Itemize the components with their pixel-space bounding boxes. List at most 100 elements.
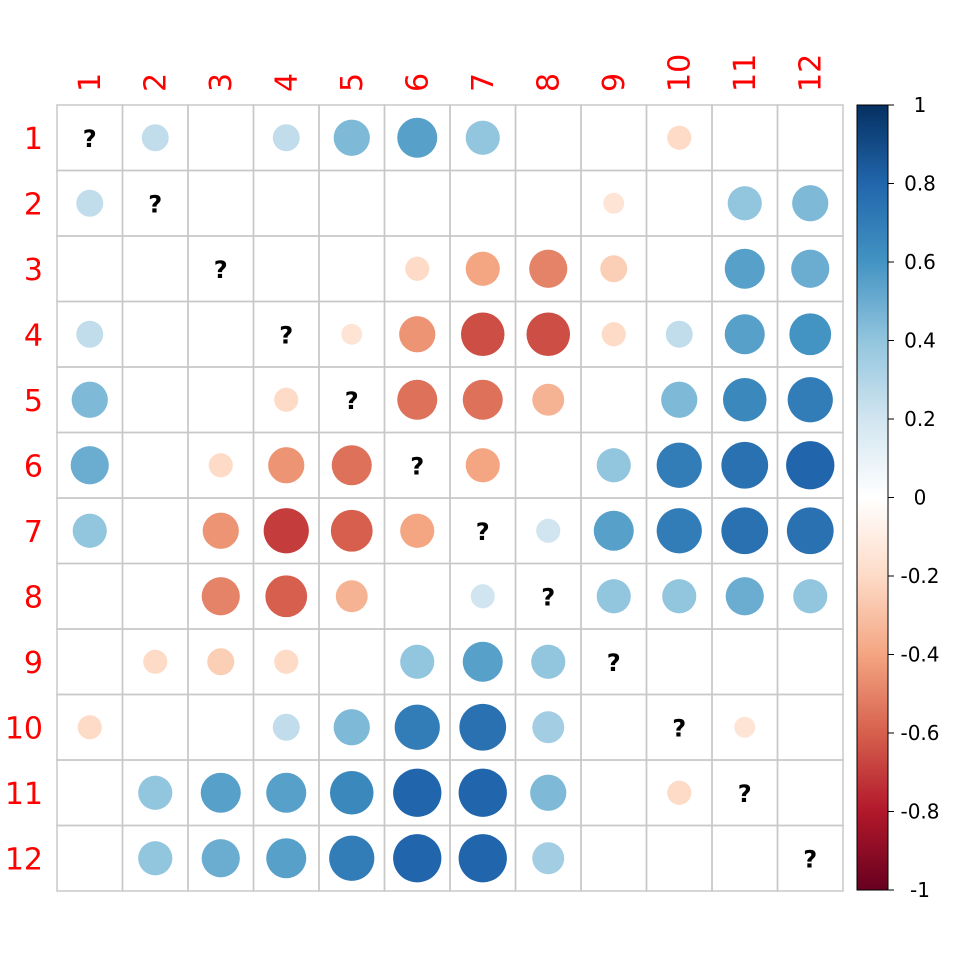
correlation-circle	[200, 772, 241, 813]
matrix-cell	[56, 759, 124, 827]
correlation-circle	[329, 770, 374, 815]
correlation-circle	[792, 185, 829, 222]
correlation-circles	[70, 117, 835, 883]
colorbar-tick-label: -0.8	[900, 800, 939, 824]
correlation-circle	[661, 381, 698, 418]
correlation-circle	[532, 383, 565, 416]
correlation-circle	[526, 312, 571, 357]
column-label: 9	[597, 73, 632, 92]
matrix-cell	[121, 235, 189, 303]
correlation-circle	[662, 579, 697, 614]
matrix-cell	[121, 300, 189, 368]
matrix-cell	[711, 824, 779, 892]
correlation-circle	[268, 447, 305, 484]
correlation-circle	[460, 312, 505, 357]
correlation-circle	[459, 703, 507, 751]
matrix-cell	[383, 562, 451, 630]
matrix-cell	[121, 431, 189, 499]
na-marker: ?	[279, 321, 293, 349]
correlation-circle	[393, 768, 442, 817]
column-label: 3	[204, 73, 239, 92]
correlation-circle	[530, 774, 567, 811]
correlation-circle	[667, 125, 692, 150]
correlation-circle	[201, 577, 240, 616]
matrix-cell	[514, 104, 582, 172]
matrix-cell	[776, 104, 844, 172]
correlation-circle	[393, 834, 442, 883]
matrix-cell	[318, 628, 386, 696]
matrix-cell	[776, 693, 844, 761]
correlation-circle	[458, 768, 507, 817]
correlation-circle	[465, 448, 500, 483]
correlation-circle	[470, 584, 495, 609]
correlation-circle	[600, 255, 628, 283]
column-label: 8	[531, 73, 566, 92]
correlation-circle	[202, 512, 239, 549]
correlation-circle	[793, 579, 828, 614]
correlation-circle	[397, 117, 438, 158]
matrix-cell	[187, 169, 255, 237]
matrix-cell	[318, 235, 386, 303]
matrix-cell	[252, 169, 320, 237]
correlation-circle	[263, 508, 309, 554]
matrix-cell	[580, 104, 648, 172]
correlation-circle	[665, 320, 693, 348]
correlation-circle	[727, 186, 762, 221]
colorbar-tick-label: 0.2	[904, 407, 936, 431]
colorbar-tick-label: 0.8	[904, 172, 936, 196]
correlation-circle	[789, 313, 832, 356]
column-label: 2	[138, 73, 173, 92]
correlation-circle	[786, 441, 835, 490]
correlation-circle	[536, 518, 561, 543]
correlation-circle	[462, 641, 503, 682]
correlation-circle	[76, 320, 104, 348]
column-label: 6	[400, 73, 435, 92]
correlation-circle	[532, 842, 565, 875]
column-labels: 1 2 3 4 5 6 7 8 9 10 11 12	[73, 54, 829, 92]
column-label: 5	[335, 73, 370, 92]
correlation-circle	[341, 323, 363, 345]
correlation-circle	[725, 577, 764, 616]
matrix-cell	[580, 693, 648, 761]
column-label: 1	[73, 73, 108, 92]
correlation-circle	[266, 772, 307, 813]
matrix-cell	[252, 235, 320, 303]
matrix-cell	[187, 366, 255, 434]
correlation-circle	[76, 189, 104, 217]
correlation-circle	[201, 839, 240, 878]
correlation-circle	[531, 644, 566, 679]
correlation-circle	[399, 316, 436, 353]
na-marker: ?	[541, 583, 555, 611]
column-label: 7	[466, 73, 501, 92]
correlation-circle	[333, 119, 370, 156]
correlation-circle	[333, 709, 370, 746]
colorbar-tick-label: -0.4	[900, 643, 939, 667]
correlation-circle	[791, 249, 830, 288]
correlation-circle	[529, 249, 568, 288]
colorbar-tick-label: -1	[910, 878, 930, 902]
matrix-cell	[56, 235, 124, 303]
na-marker: ?	[672, 714, 686, 742]
correlation-circle	[400, 644, 435, 679]
na-marker: ?	[148, 190, 162, 218]
correlation-circle	[405, 256, 430, 281]
correlation-circle	[596, 448, 631, 483]
correlation-circle	[394, 704, 440, 750]
correlation-circle	[138, 841, 173, 876]
correlation-circle	[603, 192, 625, 214]
matrix-cell	[645, 169, 713, 237]
correlation-circle	[656, 508, 702, 554]
correlation-circle	[734, 716, 756, 738]
row-label: 1	[24, 122, 43, 157]
diagonal-na-markers: ????????????	[83, 125, 817, 874]
row-label: 8	[24, 580, 43, 615]
column-label: 4	[269, 73, 304, 92]
correlation-circle	[787, 377, 833, 423]
row-label: 2	[24, 187, 43, 222]
correlation-circle	[141, 124, 169, 152]
column-label: 11	[728, 54, 763, 92]
correlation-circle	[208, 453, 233, 478]
correlation-circle	[70, 446, 109, 485]
matrix-cell	[580, 759, 648, 827]
